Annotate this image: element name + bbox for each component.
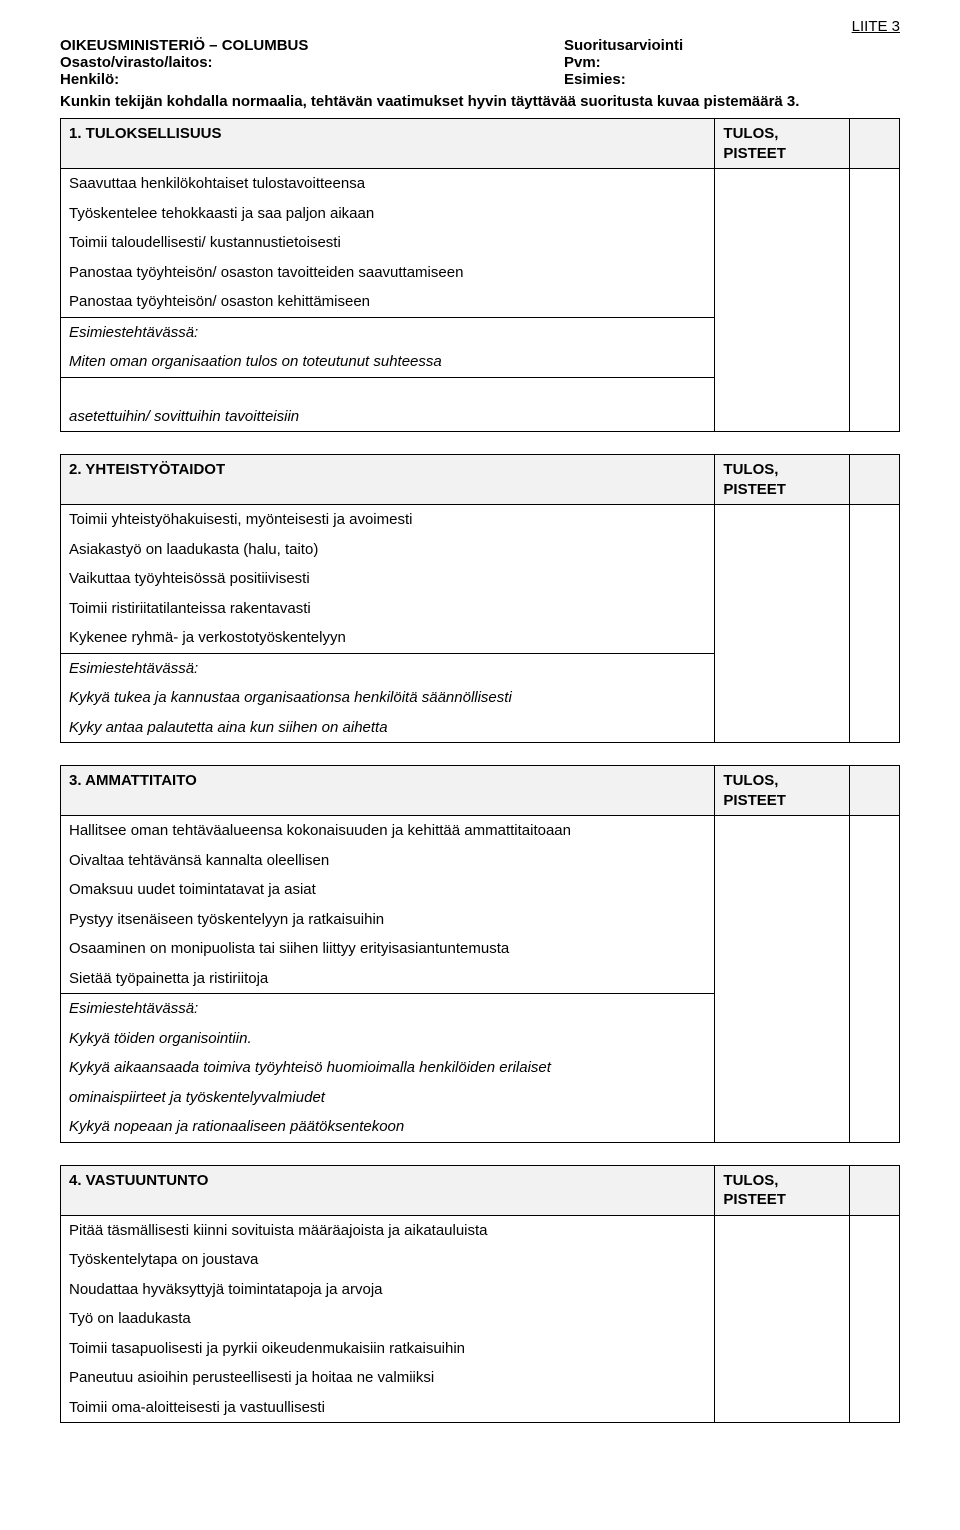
table-row: Miten oman organisaation tulos on toteut… (61, 347, 715, 377)
table-row: Saavuttaa henkilökohtaiset tulostavoitte… (61, 169, 715, 199)
header-person-label: Henkilö: (60, 71, 564, 88)
section-2-table: 2. YHTEISTYÖTAIDOT TULOS, PISTEET Toimii… (60, 454, 900, 743)
table-row: Kykyä aikaansaada toimiva työyhteisö huo… (61, 1053, 715, 1083)
table-row: Panostaa työyhteisön/ osaston tavoitteid… (61, 258, 715, 288)
table-row: Panostaa työyhteisön/ osaston kehittämis… (61, 287, 715, 317)
section-4-result-header: TULOS, PISTEET (715, 1165, 849, 1215)
es-label: Esimiestehtävässä: (61, 994, 715, 1024)
section-2-score-header (849, 455, 899, 505)
table-row: Kyky antaa palautetta aina kun siihen on… (61, 713, 715, 743)
score-cell-small[interactable] (849, 505, 899, 743)
table-row: Oivaltaa tehtävänsä kannalta oleellisen (61, 846, 715, 876)
section-3-score-header (849, 766, 899, 816)
table-row: Työskentelytapa on joustava (61, 1245, 715, 1275)
score-cell-small[interactable] (849, 169, 899, 432)
table-row: Toimii ristiriitatilanteissa rakentavast… (61, 594, 715, 624)
table-row: Pystyy itsenäiseen työskentelyyn ja ratk… (61, 905, 715, 935)
section-1-score-header (849, 119, 899, 169)
table-row: Omaksuu uudet toimintatavat ja asiat (61, 875, 715, 905)
es-label: Esimiestehtävässä: (61, 653, 715, 683)
score-cell-small[interactable] (849, 816, 899, 1143)
section-4-score-header (849, 1165, 899, 1215)
header-system: COLUMBUS (222, 37, 309, 54)
table-row: Työskentelee tehokkaasti ja saa paljon a… (61, 199, 715, 229)
table-row: asetettuihin/ sovittuihin tavoitteisiin (61, 402, 715, 432)
table-row: ominaispiirteet ja työskentelyvalmiudet (61, 1083, 715, 1113)
table-row: Sietää työpainetta ja ristiriitoja (61, 964, 715, 994)
table-row: Kykyä nopeaan ja rationaaliseen päätökse… (61, 1112, 715, 1142)
table-row: Vaikuttaa työyhteisössä positiivisesti (61, 564, 715, 594)
score-cell[interactable] (715, 816, 849, 1143)
table-row: Asiakastyö on laadukasta (halu, taito) (61, 535, 715, 565)
table-row: Toimii yhteistyöhakuisesti, myönteisesti… (61, 505, 715, 535)
score-cell[interactable] (715, 505, 849, 743)
header-title: Suoritusarviointi (564, 37, 900, 54)
form-header: OIKEUSMINISTERIÖ – COLUMBUS Suoritusarvi… (60, 37, 900, 88)
section-3-table: 3. AMMATTITAITO TULOS, PISTEET Hallitsee… (60, 765, 900, 1143)
spacer-row (61, 377, 715, 402)
table-row: Kykyä tukea ja kannustaa organisaationsa… (61, 683, 715, 713)
table-row: Kykyä töiden organisointiin. (61, 1024, 715, 1054)
table-row: Hallitsee oman tehtäväalueensa kokonaisu… (61, 816, 715, 846)
section-1-table: 1. TULOKSELLISUUS TULOS, PISTEET Saavutt… (60, 118, 900, 432)
table-row: Toimii tasapuolisesti ja pyrkii oikeuden… (61, 1334, 715, 1364)
header-dept-label: Osasto/virasto/laitos: (60, 54, 564, 71)
attachment-label: LIITE 3 (60, 18, 900, 35)
es-label: Esimiestehtävässä: (61, 317, 715, 347)
table-row: Osaaminen on monipuolista tai siihen lii… (61, 934, 715, 964)
score-cell-small[interactable] (849, 1215, 899, 1423)
section-3-title: 3. AMMATTITAITO (61, 766, 715, 816)
section-1-title: 1. TULOKSELLISUUS (61, 119, 715, 169)
table-row: Noudattaa hyväksyttyjä toimintatapoja ja… (61, 1275, 715, 1305)
table-row: Työ on laadukasta (61, 1304, 715, 1334)
section-1-result-header: TULOS, PISTEET (715, 119, 849, 169)
header-org: OIKEUSMINISTERIÖ (60, 37, 205, 54)
table-row: Kykenee ryhmä- ja verkostotyöskentelyyn (61, 623, 715, 653)
section-2-title: 2. YHTEISTYÖTAIDOT (61, 455, 715, 505)
header-date-label: Pvm: (564, 54, 900, 71)
score-cell[interactable] (715, 169, 849, 432)
section-2-result-header: TULOS, PISTEET (715, 455, 849, 505)
section-3-result-header: TULOS, PISTEET (715, 766, 849, 816)
score-cell[interactable] (715, 1215, 849, 1423)
section-4-title: 4. VASTUUNTUNTO (61, 1165, 715, 1215)
table-row: Toimii taloudellisesti/ kustannustietois… (61, 228, 715, 258)
table-row: Paneutuu asioihin perusteellisesti ja ho… (61, 1363, 715, 1393)
table-row: Pitää täsmällisesti kiinni sovituista mä… (61, 1215, 715, 1245)
intro-text: Kunkin tekijän kohdalla normaalia, tehtä… (60, 92, 900, 112)
section-4-table: 4. VASTUUNTUNTO TULOS, PISTEET Pitää täs… (60, 1165, 900, 1424)
table-row: Toimii oma-aloitteisesti ja vastuullises… (61, 1393, 715, 1423)
header-supervisor-label: Esimies: (564, 71, 900, 88)
